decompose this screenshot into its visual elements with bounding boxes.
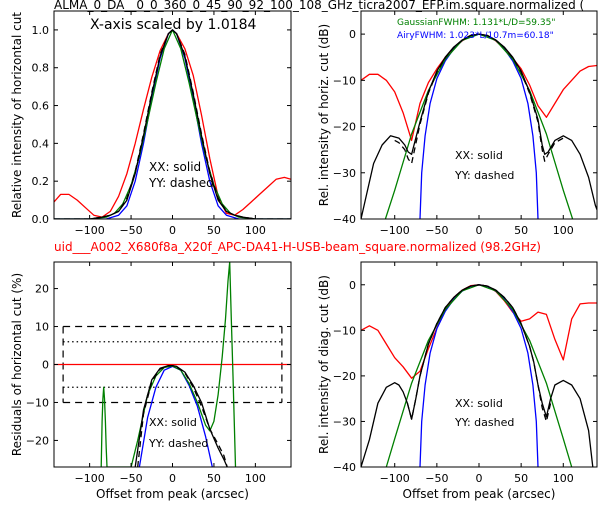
- y-tick-label: 0.2: [32, 175, 50, 188]
- y-tick-label: 0: [42, 359, 49, 372]
- y-tick-label: 0.4: [32, 137, 50, 150]
- plot-annotation: YY: dashed: [148, 176, 214, 190]
- y-tick-label: 0.8: [32, 62, 50, 75]
- x-axis-label: Offset from peak (arcsec): [403, 487, 556, 501]
- series-line: [394, 33, 564, 165]
- y-tick-label: −30: [333, 167, 356, 180]
- y-axis-label: Rel. intensity of diag. cut (dB): [317, 275, 331, 454]
- series-line: [361, 33, 597, 219]
- plot-annotation: XX: solid: [455, 149, 503, 162]
- plot-annotation: XX: solid: [149, 160, 201, 174]
- y-tick-label: 20: [35, 283, 49, 296]
- series-line: [137, 364, 228, 467]
- y-tick-label: −20: [333, 121, 356, 134]
- figure-top-title: ALMA_0_DA__0_0_360_0_45_90_92_100_108_GH…: [54, 0, 584, 12]
- series-line: [419, 284, 539, 467]
- x-tick-label: 100: [553, 224, 574, 237]
- plot-frame: [360, 261, 598, 468]
- x-tick-label: −100: [75, 224, 105, 237]
- y-tick-label: 0: [349, 279, 356, 292]
- plot-annotation: XX: solid: [149, 416, 197, 429]
- y-axis-label: Residuals of horizontal cut (%): [10, 273, 24, 456]
- x-tick-label: 50: [514, 472, 528, 485]
- x-tick-label: −100: [75, 472, 105, 485]
- figure-middle-title: uid___A002_X680f8a_X20f_APC-DA41-H-USB-b…: [54, 240, 541, 254]
- plot-annotation: X-axis scaled by 1.0184: [90, 17, 257, 33]
- y-axis-label: Relative intensity of horizontal cut: [10, 12, 24, 218]
- series-line: [54, 29, 291, 219]
- legend-entry: GaussianFWHM: 1.131*L/D=59.35": [397, 18, 555, 28]
- y-tick-label: −30: [333, 415, 356, 428]
- y-tick-label: 0.6: [32, 100, 50, 113]
- y-tick-label: 0.0: [32, 213, 50, 226]
- series-line: [54, 29, 291, 219]
- x-tick-label: 100: [245, 472, 266, 485]
- x-axis-label: Offset from peak (arcsec): [96, 487, 249, 501]
- x-tick-label: −50: [119, 472, 142, 485]
- series-line: [54, 29, 291, 219]
- series-line: [361, 284, 594, 467]
- series-line: [361, 33, 597, 142]
- x-tick-label: 100: [553, 472, 574, 485]
- plot-annotation: XX: solid: [455, 397, 503, 410]
- plot-annotation: YY: dashed: [454, 169, 514, 182]
- series-line: [419, 33, 539, 219]
- series-line: [406, 284, 552, 423]
- x-tick-label: 100: [245, 224, 266, 237]
- series-line: [385, 284, 573, 467]
- x-tick-label: −100: [380, 472, 410, 485]
- y-axis-label: Rel. intensity of horiz. cut (dB): [317, 24, 331, 206]
- x-tick-label: 0: [169, 472, 176, 485]
- y-tick-label: −40: [333, 213, 356, 226]
- y-tick-label: −40: [333, 461, 356, 474]
- series-line: [361, 284, 597, 379]
- y-tick-label: −20: [26, 434, 49, 447]
- x-tick-label: 50: [207, 472, 221, 485]
- y-tick-label: 10: [35, 321, 49, 334]
- x-tick-label: −50: [119, 224, 142, 237]
- y-tick-label: −20: [333, 370, 356, 383]
- x-tick-label: −50: [425, 472, 448, 485]
- x-tick-label: 50: [207, 224, 221, 237]
- x-tick-label: 0: [476, 472, 483, 485]
- series-line: [384, 33, 574, 219]
- panel-horizontal-cut-linear: −100 −50 0 50 100 0.0 0.2 0.4 0.6 0.8 1.0 Relative …: [10, 10, 292, 237]
- y-tick-label: −10: [333, 324, 356, 337]
- y-tick-label: 1.0: [32, 24, 50, 37]
- plot-annotation: YY: dashed: [454, 416, 514, 429]
- y-tick-label: −10: [333, 74, 356, 87]
- x-tick-label: −50: [425, 224, 448, 237]
- legend-entry: AiryFWHM: 1.023*L/10.7m=60.18": [397, 31, 554, 41]
- y-tick-label: 0: [349, 28, 356, 41]
- plot-annotation: YY: dashed: [148, 437, 208, 450]
- y-tick-label: −10: [26, 396, 49, 409]
- x-tick-label: −100: [380, 224, 410, 237]
- x-tick-label: 0: [476, 224, 483, 237]
- x-tick-label: 0: [169, 224, 176, 237]
- x-tick-label: 50: [514, 224, 528, 237]
- series-line: [54, 29, 291, 219]
- plot-frame: [360, 10, 598, 220]
